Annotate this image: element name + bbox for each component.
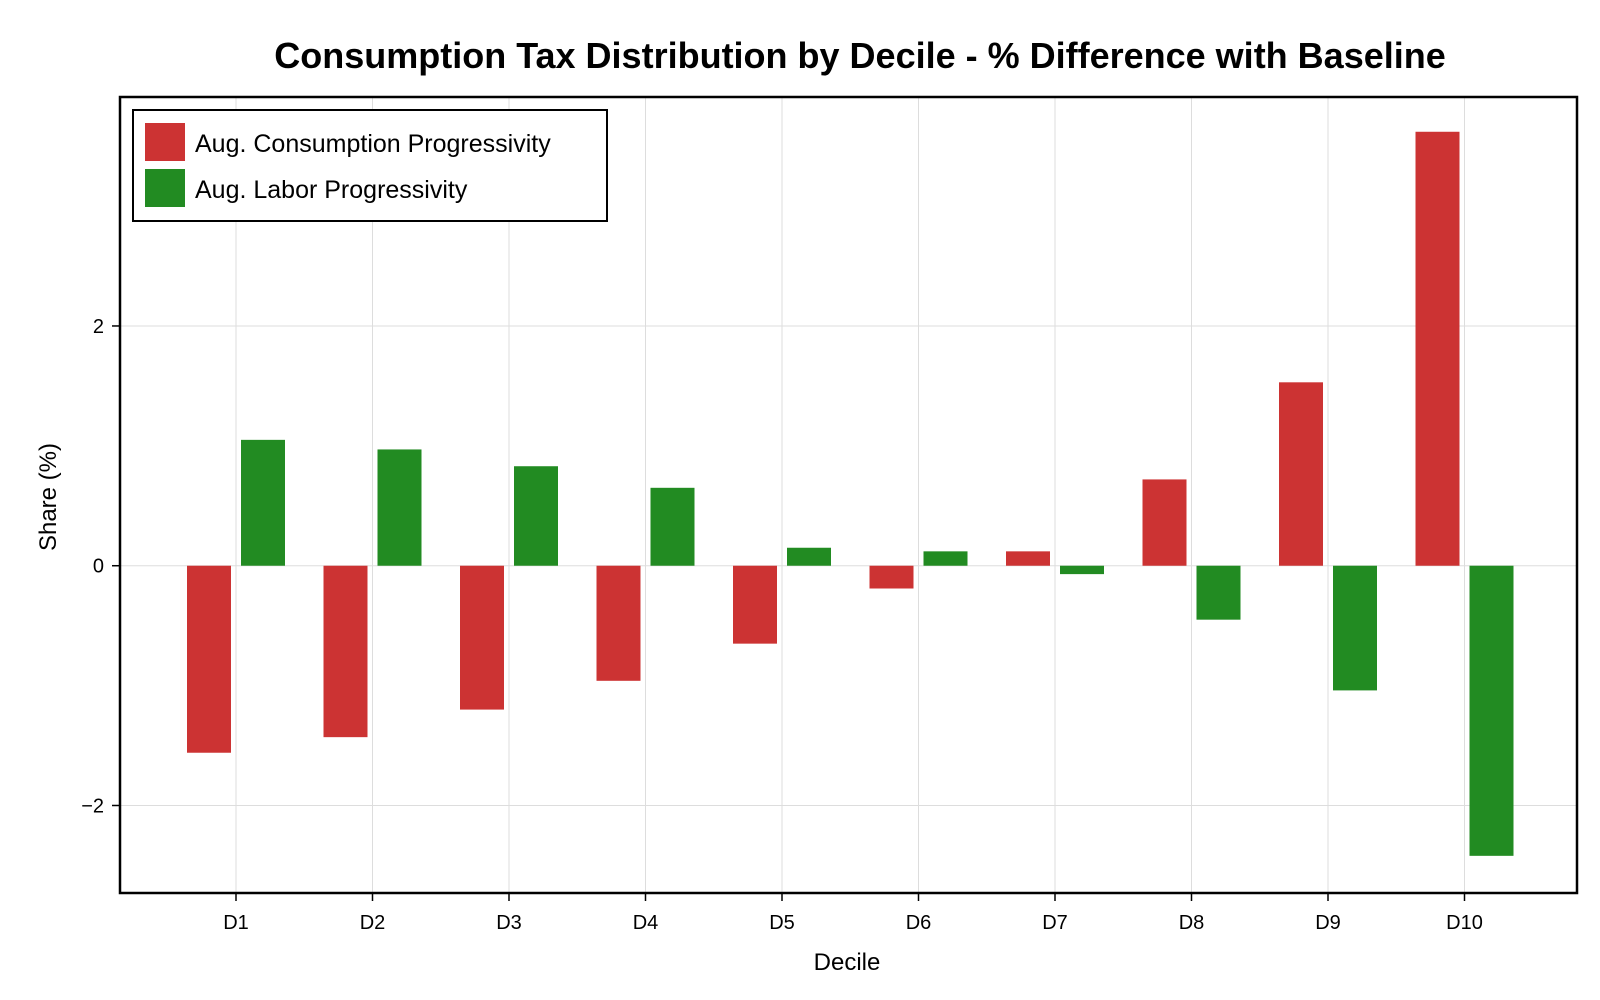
bar-consumption-d1 (187, 565, 231, 753)
y-tick-label: 2 (93, 316, 104, 338)
x-tick-label: D9 (1315, 912, 1341, 934)
bar-consumption-d2 (323, 565, 368, 738)
x-tick-label: D5 (769, 912, 795, 934)
bar-consumption-d5 (733, 565, 777, 644)
x-axis-ticks: D1 D2 D3 D4 D5 D6 D7 D8 D9 D10 (223, 893, 1483, 934)
legend-box (132, 109, 608, 222)
y-axis-label: Share (%) (35, 443, 62, 551)
x-tick-label: D4 (633, 912, 659, 934)
x-tick-label: D2 (360, 912, 386, 934)
bar-labor-d1 (241, 439, 285, 566)
bars (187, 131, 1514, 856)
bar-labor-d6 (923, 551, 968, 566)
bar-labor-d2 (377, 449, 422, 566)
x-tick-label: D1 (223, 912, 249, 934)
bar-labor-d3 (514, 466, 558, 566)
legend-swatch-labor (145, 169, 185, 207)
bar-consumption-d4 (596, 565, 641, 681)
x-tick-label: D6 (906, 912, 932, 934)
x-tick-label: D3 (496, 912, 522, 934)
y-tick-label: 0 (93, 556, 104, 578)
x-tick-label: D7 (1042, 912, 1068, 934)
x-tick-label: D10 (1446, 912, 1483, 934)
plot-frame (118, 95, 1579, 895)
legend-label-labor: Aug. Labor Progressivity (195, 176, 468, 204)
bar-consumption-d7 (1006, 551, 1050, 566)
bar-labor-d10 (1469, 565, 1514, 856)
bar-labor-d8 (1196, 565, 1241, 620)
legend-label-consumption: Aug. Consumption Progressivity (195, 130, 551, 158)
bar-labor-d9 (1333, 565, 1377, 691)
y-tick-label: −2 (81, 795, 104, 817)
bar-labor-d5 (787, 547, 831, 566)
bar-consumption-d3 (460, 565, 504, 710)
bar-labor-d7 (1060, 565, 1104, 575)
bar-consumption-d6 (869, 565, 914, 589)
chart-title: Consumption Tax Distribution by Decile -… (274, 35, 1446, 76)
legend-swatch-consumption (145, 123, 185, 161)
x-axis-label: Decile (814, 949, 881, 976)
bar-consumption-d10 (1415, 131, 1460, 566)
y-axis-ticks: −2 0 2 (81, 316, 120, 817)
bar-consumption-d8 (1142, 479, 1187, 566)
x-tick-label: D8 (1179, 912, 1205, 934)
legend: Aug. Consumption Progressivity Aug. Labo… (132, 109, 608, 222)
bar-labor-d4 (650, 487, 695, 566)
bar-consumption-d9 (1279, 382, 1323, 566)
